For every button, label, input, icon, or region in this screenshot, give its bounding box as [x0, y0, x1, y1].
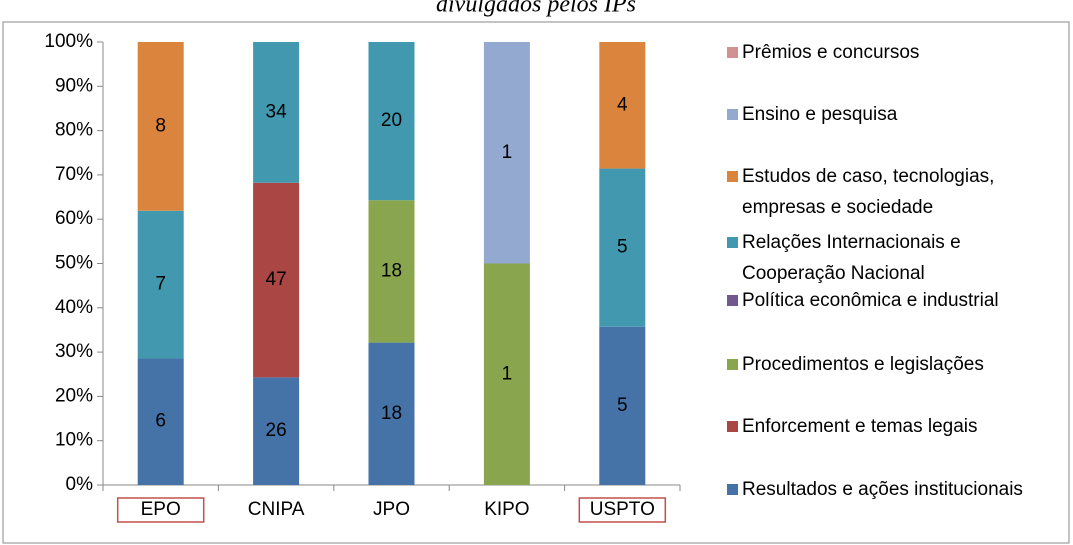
- legend-swatch: [727, 171, 738, 182]
- legend-label: Enforcement e temas legais: [742, 416, 978, 437]
- category-highlight: [578, 497, 667, 523]
- data-label: 5: [617, 395, 628, 416]
- legend-item: Política econômica e industrial: [727, 285, 1067, 316]
- legend-swatch: [727, 237, 738, 248]
- legend-swatch: [727, 421, 738, 432]
- y-tick-label: 0%: [66, 474, 94, 495]
- bar-segment: [483, 263, 530, 485]
- y-tick-label: 30%: [55, 341, 93, 362]
- y-tick-label: 100%: [44, 31, 93, 52]
- bar-segment: [599, 42, 646, 169]
- data-label: 5: [617, 237, 628, 258]
- legend-swatch: [727, 484, 738, 495]
- legend-swatch: [727, 359, 738, 370]
- bar-segment: [253, 42, 300, 183]
- legend-label: Política econômica e industrial: [742, 290, 999, 311]
- x-tick-label: USPTO: [590, 499, 655, 520]
- bar-segment: [253, 377, 300, 485]
- bar-segment: [483, 42, 530, 264]
- data-label: 18: [381, 260, 402, 281]
- y-tick-label: 20%: [55, 385, 93, 406]
- legend-swatch: [727, 47, 738, 58]
- bar-segment: [253, 182, 300, 378]
- data-label: 1: [502, 142, 513, 163]
- data-label: 6: [155, 411, 166, 432]
- y-tick-label: 80%: [55, 120, 93, 141]
- x-tick-label: KIPO: [484, 499, 529, 520]
- legend-item: Ensino e pesquisa: [727, 99, 1067, 130]
- y-tick-label: 70%: [55, 164, 93, 185]
- legend-item: Resultados e ações institucionais: [727, 474, 1067, 505]
- bar-segment: [368, 342, 415, 485]
- legend-label: Resultados e ações institucionais: [742, 479, 1023, 500]
- data-label: 4: [617, 94, 628, 115]
- y-tick-label: 50%: [55, 253, 93, 274]
- legend-item: Procedimentos e legislações: [727, 349, 1067, 380]
- legend-item: Enforcement e temas legais: [727, 411, 1067, 442]
- y-tick-label: 90%: [55, 75, 93, 96]
- legend-label: Estudos de caso, tecnologias, empresas e…: [742, 166, 995, 218]
- x-tick-label: EPO: [141, 499, 181, 520]
- bar-segment: [137, 210, 184, 359]
- bar-segment: [599, 168, 646, 327]
- legend-label: Relações Internacionais e Cooperação Nac…: [742, 232, 961, 284]
- y-tick-label: 40%: [55, 297, 93, 318]
- x-tick-label: JPO: [373, 499, 410, 520]
- data-label: 7: [155, 274, 166, 295]
- legend-item: Prêmios e concursos: [727, 37, 1067, 68]
- chart-title: divulgados pelos IPs: [436, 0, 636, 18]
- y-tick-label: 60%: [55, 208, 93, 229]
- data-label: 47: [266, 269, 287, 290]
- data-label: 8: [155, 115, 166, 136]
- bar-segment: [368, 42, 415, 201]
- legend-swatch: [727, 295, 738, 306]
- legend-label: Ensino e pesquisa: [742, 104, 898, 125]
- data-label: 18: [381, 403, 402, 424]
- data-label: 26: [266, 420, 287, 441]
- data-label: 1: [502, 363, 513, 384]
- legend-item: Estudos de caso, tecnologias, empresas e…: [727, 161, 1067, 223]
- category-highlight: [116, 497, 205, 523]
- legend-label: Prêmios e concursos: [742, 42, 920, 63]
- legend-label: Procedimentos e legislações: [742, 354, 984, 375]
- chart-border: [2, 21, 1070, 544]
- bar-segment: [368, 200, 415, 343]
- legend-item: Relações Internacionais e Cooperação Nac…: [727, 227, 1067, 289]
- bar-segment: [137, 358, 184, 485]
- y-tick-label: 10%: [55, 430, 93, 451]
- bar-segment: [599, 326, 646, 485]
- legend-swatch: [727, 109, 738, 120]
- x-tick-label: CNIPA: [248, 499, 305, 520]
- bar-segment: [137, 42, 184, 211]
- data-label: 34: [266, 101, 288, 122]
- data-label: 20: [381, 110, 402, 131]
